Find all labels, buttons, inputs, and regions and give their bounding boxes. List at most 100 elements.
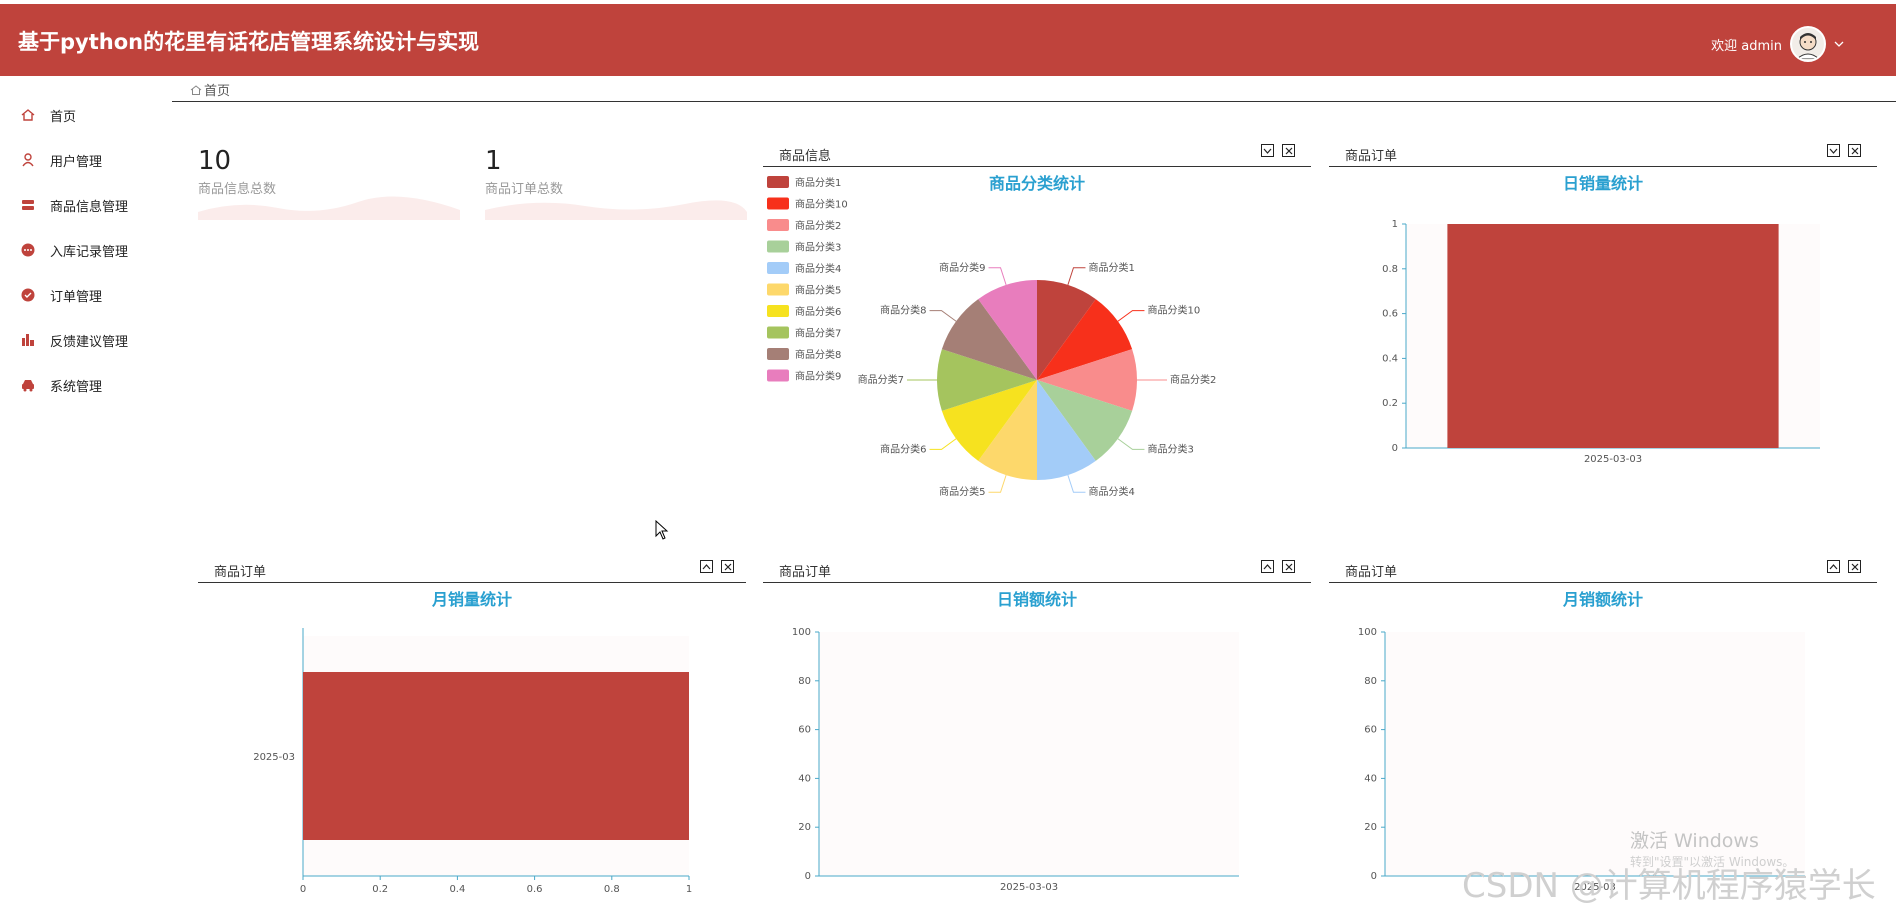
legend-label[interactable]: 商品分类5 — [795, 284, 841, 297]
legend-label[interactable]: 商品分类3 — [795, 241, 841, 254]
panel-header: 商品信息 — [763, 136, 1311, 167]
sidebar-item-label: 系统管理 — [50, 379, 103, 395]
sidebar-item-label: 入库记录管理 — [50, 244, 129, 260]
home-icon — [190, 84, 202, 95]
collapse-button[interactable] — [1261, 144, 1274, 157]
x-tick-label: 2025-03-03 — [1000, 882, 1058, 893]
bar-chart-icon — [22, 334, 34, 346]
stat-label: 商品信息总数 — [198, 182, 277, 197]
sidebar-item-system[interactable]: 系统管理 — [20, 370, 102, 400]
legend-label[interactable]: 商品分类8 — [795, 348, 841, 361]
welcome-text: 欢迎 admin — [1711, 38, 1782, 54]
avatar[interactable] — [1790, 26, 1826, 62]
pie-label-line — [1067, 474, 1086, 493]
pie-slice[interactable] — [1037, 380, 1133, 461]
bar[interactable] — [1447, 224, 1779, 448]
chevron-down-icon — [1263, 148, 1272, 154]
legend-swatch[interactable] — [767, 176, 789, 188]
y-tick-label: 0 — [1392, 443, 1398, 454]
pie-label-line — [1117, 310, 1145, 322]
panel-header: 商品订单 — [1329, 136, 1877, 167]
chevron-down-icon[interactable] — [1834, 37, 1844, 51]
legend-label[interactable]: 商品分类7 — [795, 327, 841, 340]
close-button[interactable] — [1282, 144, 1295, 157]
sidebar-item-orders[interactable]: 订单管理 — [20, 280, 102, 310]
close-icon — [1851, 563, 1858, 570]
panel-controls — [1261, 144, 1295, 157]
pie-slice[interactable] — [978, 380, 1037, 480]
chevron-up-icon — [1829, 563, 1838, 569]
stat-wave-decoration — [198, 196, 460, 220]
bar[interactable] — [303, 672, 689, 840]
top-header: 基于python的花里有话花店管理系统设计与实现 欢迎 admin — [0, 4, 1896, 76]
legend-swatch[interactable] — [767, 283, 789, 296]
sidebar-item-feedback[interactable]: 反馈建议管理 — [20, 325, 128, 355]
close-button[interactable] — [1848, 144, 1861, 157]
sidebar-item-products[interactable]: 商品信息管理 — [20, 190, 128, 220]
y-tick-label: 20 — [1364, 822, 1377, 833]
y-tick-label: 0 — [805, 871, 811, 882]
sidebar-item-stock-records[interactable]: 入库记录管理 — [20, 235, 128, 265]
close-button[interactable] — [1282, 560, 1295, 573]
breadcrumb: 首页 — [172, 78, 1896, 102]
pie-chart: 商品分类1 商品分类10 商品分类2 商品分类3 商品分类4 商品分类5 商品分类6 商品分类… — [767, 176, 1216, 496]
pie-slice[interactable] — [937, 349, 1037, 411]
pie-slice-label: 商品分类2 — [1170, 373, 1216, 386]
sidebar: 首页 用户管理 商品信息管理 入库记录管理 订单管理 反馈建议管理 系统管理 — [0, 76, 170, 914]
legend-swatch[interactable] — [767, 240, 789, 253]
x-tick-label: 0.6 — [527, 884, 543, 895]
legend-swatch[interactable] — [767, 197, 789, 210]
panel-title: 商品订单 — [1345, 565, 1398, 580]
legend-swatch[interactable] — [767, 348, 789, 360]
pie-slice[interactable] — [978, 280, 1037, 380]
legend-swatch[interactable] — [767, 369, 789, 382]
legend-label[interactable]: 商品分类1 — [795, 176, 841, 189]
panel-controls — [1827, 144, 1861, 157]
x-tick-label: 2025-03 — [1574, 882, 1616, 893]
legend-label[interactable]: 商品分类10 — [795, 198, 848, 211]
dots-circle-icon — [21, 243, 35, 257]
stat-value: 10 — [198, 146, 232, 176]
breadcrumb-home-link[interactable]: 首页 — [204, 84, 231, 99]
sidebar-item-users[interactable]: 用户管理 — [20, 145, 102, 175]
windows-activation-watermark: 激活 Windows — [1630, 830, 1759, 852]
collapse-button[interactable] — [1827, 144, 1840, 157]
pie-slice[interactable] — [941, 299, 1037, 380]
pie-label-line — [929, 438, 957, 450]
y-tick-label: 60 — [798, 725, 811, 736]
legend-label[interactable]: 商品分类6 — [795, 305, 841, 318]
plot-area — [819, 632, 1239, 876]
pie-slice-label: 商品分类8 — [880, 304, 926, 317]
legend-swatch[interactable] — [767, 326, 789, 339]
sidebar-item-home[interactable]: 首页 — [20, 100, 76, 130]
user-menu[interactable]: 欢迎 admin — [1711, 26, 1844, 62]
pie-slice[interactable] — [1037, 349, 1137, 411]
stat-card-orders: 1 商品订单总数 — [485, 144, 747, 224]
pie-label-line — [988, 474, 1007, 493]
expand-button[interactable] — [700, 560, 713, 573]
panel-controls — [1827, 560, 1861, 573]
panel-header: 商品订单 — [763, 552, 1311, 583]
csdn-watermark: CSDN @计算机程序猿学长 — [1462, 866, 1876, 906]
pie-slice-label: 商品分类10 — [1147, 304, 1200, 317]
pie-slice[interactable] — [1037, 280, 1096, 380]
x-tick-label: 2025-03-03 — [1584, 454, 1642, 465]
legend-swatch[interactable] — [767, 305, 789, 317]
legend-swatch[interactable] — [767, 262, 789, 274]
pie-slice[interactable] — [1037, 299, 1133, 380]
pie-slice[interactable] — [1037, 380, 1096, 480]
car-icon — [22, 380, 34, 392]
legend-label[interactable]: 商品分类9 — [795, 370, 841, 383]
close-button[interactable] — [721, 560, 734, 573]
pie-slice[interactable] — [941, 380, 1037, 461]
legend-label[interactable]: 商品分类2 — [795, 219, 841, 232]
monthly-amount-chart: 0 20 40 60 80 100 2025-03 — [1358, 627, 1805, 893]
legend-label[interactable]: 商品分类4 — [795, 262, 841, 275]
close-button[interactable] — [1848, 560, 1861, 573]
y-tick-label: 20 — [798, 822, 811, 833]
legend-swatch[interactable] — [767, 219, 789, 231]
panel-title: 商品订单 — [214, 565, 267, 580]
stat-wave-decoration — [485, 200, 747, 220]
expand-button[interactable] — [1827, 560, 1840, 573]
expand-button[interactable] — [1261, 560, 1274, 573]
